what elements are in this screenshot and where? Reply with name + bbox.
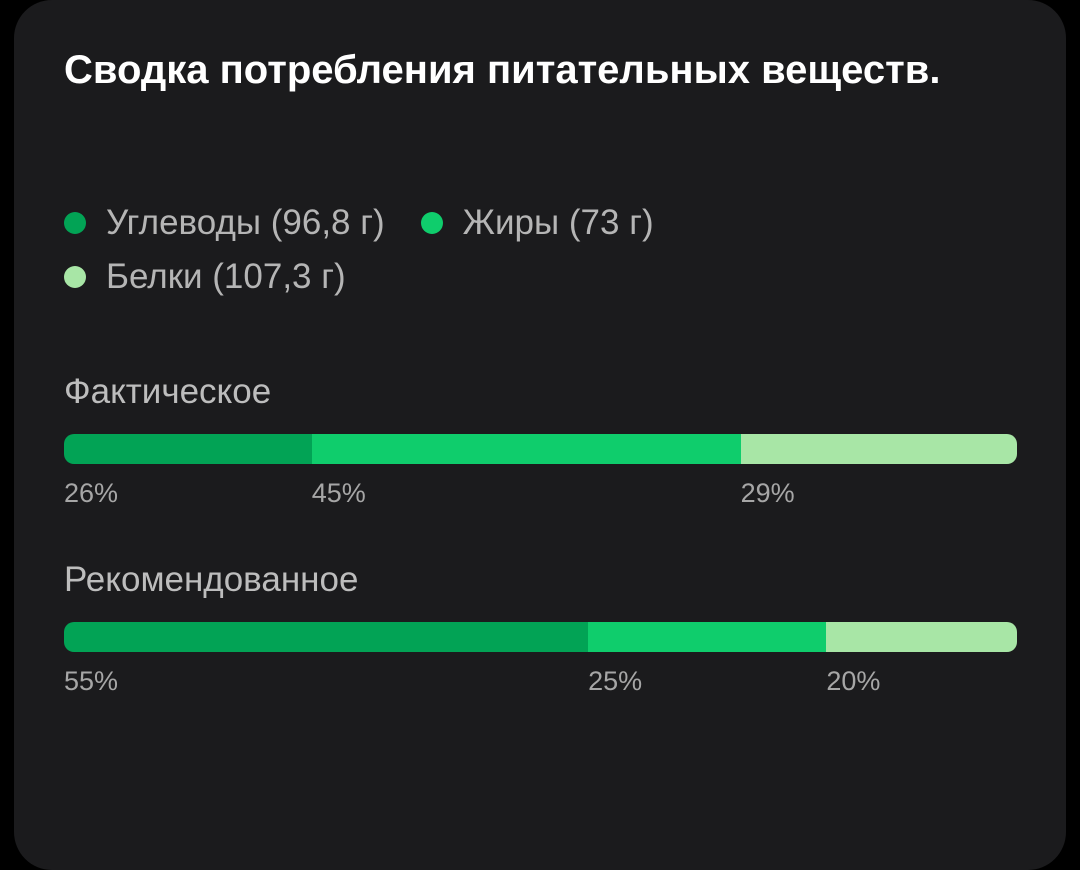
actual-proteins-percent: 29% — [740, 478, 795, 508]
recommended-distribution-bar — [64, 622, 1017, 652]
legend-row: Углеводы (96,8 г) Жиры (73 г) — [64, 196, 964, 250]
recommended-fats-segment — [588, 622, 827, 652]
legend: Углеводы (96,8 г) Жиры (73 г) Белки (107… — [64, 196, 964, 304]
proteins-dot-icon — [64, 266, 86, 288]
legend-item-fats: Жиры (73 г) — [420, 203, 654, 243]
recommended-fats-percent: 25% — [588, 666, 643, 696]
actual-proteins-segment — [740, 434, 1017, 464]
actual-section-label: Фактическое — [64, 372, 272, 411]
recommended-section-label: Рекомендованное — [64, 560, 359, 599]
carbs-dot-icon — [64, 212, 86, 234]
recommended-carbs-percent: 55% — [64, 666, 119, 696]
legend-item-carbs: Углеводы (96,8 г) — [64, 203, 385, 243]
actual-fats-segment — [311, 434, 741, 464]
legend-label-carbs: Углеводы (96,8 г) — [106, 203, 385, 242]
recommended-carbs-segment — [64, 622, 589, 652]
card-title: Сводка потребления питательных веществ. — [64, 48, 941, 92]
actual-percent-labels: 26% 45% 29% — [64, 478, 1017, 518]
legend-row: Белки (107,3 г) — [64, 250, 964, 304]
actual-fats-percent: 45% — [311, 478, 366, 508]
recommended-percent-labels: 55% 25% 20% — [64, 666, 1017, 706]
legend-label-fats: Жиры (73 г) — [462, 203, 654, 242]
legend-item-proteins: Белки (107,3 г) — [64, 257, 346, 297]
recommended-proteins-segment — [826, 622, 1017, 652]
actual-carbs-percent: 26% — [64, 478, 119, 508]
recommended-proteins-percent: 20% — [826, 666, 881, 696]
actual-carbs-segment — [64, 434, 312, 464]
fats-dot-icon — [420, 212, 443, 234]
legend-label-proteins: Белки (107,3 г) — [106, 257, 346, 296]
actual-distribution-bar — [64, 434, 1017, 464]
nutrient-summary-card: Сводка потребления питательных веществ. … — [14, 0, 1066, 870]
